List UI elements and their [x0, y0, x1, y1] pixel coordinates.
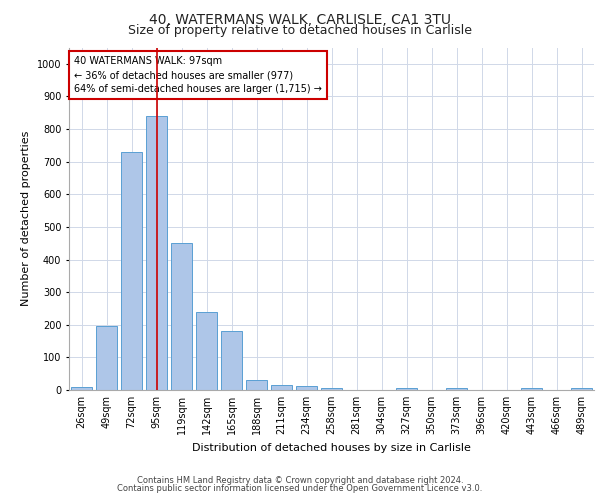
Text: 40 WATERMANS WALK: 97sqm
← 36% of detached houses are smaller (977)
64% of semi-: 40 WATERMANS WALK: 97sqm ← 36% of detach… — [74, 56, 322, 94]
Bar — [196, 312, 217, 390]
Bar — [296, 386, 317, 390]
Bar — [521, 388, 542, 390]
Text: Contains public sector information licensed under the Open Government Licence v3: Contains public sector information licen… — [118, 484, 482, 493]
X-axis label: Distribution of detached houses by size in Carlisle: Distribution of detached houses by size … — [192, 442, 471, 452]
Bar — [146, 116, 167, 390]
Y-axis label: Number of detached properties: Number of detached properties — [22, 131, 31, 306]
Bar — [121, 152, 142, 390]
Text: Contains HM Land Registry data © Crown copyright and database right 2024.: Contains HM Land Registry data © Crown c… — [137, 476, 463, 485]
Bar — [71, 386, 92, 390]
Bar — [271, 385, 292, 390]
Bar — [96, 326, 117, 390]
Bar — [171, 243, 192, 390]
Bar — [571, 388, 592, 390]
Bar — [221, 332, 242, 390]
Text: Size of property relative to detached houses in Carlisle: Size of property relative to detached ho… — [128, 24, 472, 37]
Bar — [246, 380, 267, 390]
Bar — [446, 388, 467, 390]
Text: 40, WATERMANS WALK, CARLISLE, CA1 3TU: 40, WATERMANS WALK, CARLISLE, CA1 3TU — [149, 12, 451, 26]
Bar — [396, 388, 417, 390]
Bar — [321, 388, 342, 390]
